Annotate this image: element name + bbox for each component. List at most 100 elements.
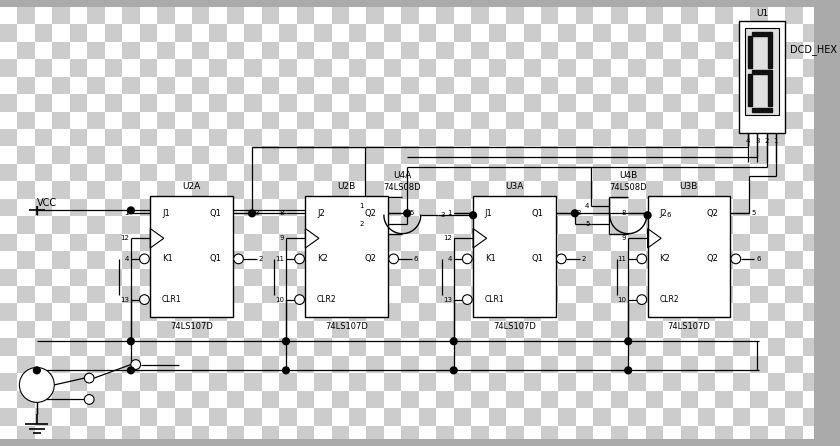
Bar (628, 164, 646, 182)
Bar (384, 77, 402, 94)
Bar (768, 356, 785, 373)
Bar (87, 7, 105, 24)
Bar (122, 7, 139, 24)
Bar (716, 59, 733, 77)
Bar (157, 268, 175, 286)
Bar (87, 268, 105, 286)
Bar (750, 199, 768, 216)
Bar (87, 391, 105, 408)
Bar (279, 321, 297, 339)
Bar (576, 216, 593, 234)
Bar (87, 303, 105, 321)
Bar (402, 59, 419, 77)
Bar (105, 182, 122, 199)
Bar (35, 339, 52, 356)
Bar (454, 425, 471, 443)
Bar (384, 286, 402, 303)
Bar (332, 216, 349, 234)
Bar (680, 146, 698, 164)
Bar (419, 303, 436, 321)
Text: 74LS08D: 74LS08D (384, 182, 421, 192)
Bar (227, 339, 244, 356)
Bar (0, 268, 18, 286)
Bar (52, 199, 70, 216)
Bar (611, 234, 628, 251)
Bar (716, 77, 733, 94)
Bar (523, 356, 541, 373)
Bar (192, 59, 209, 77)
Bar (297, 7, 314, 24)
Bar (0, 391, 18, 408)
Bar (471, 425, 489, 443)
Bar (52, 59, 70, 77)
Bar (262, 251, 279, 268)
Bar (593, 7, 611, 24)
Bar (785, 286, 803, 303)
Bar (122, 391, 139, 408)
Bar (157, 251, 175, 268)
Bar (803, 199, 820, 216)
Bar (297, 303, 314, 321)
Bar (70, 216, 87, 234)
Bar (18, 112, 35, 129)
Bar (227, 373, 244, 391)
Bar (803, 234, 820, 251)
Bar (559, 112, 576, 129)
Text: 2: 2 (581, 256, 586, 262)
Bar (279, 199, 297, 216)
Bar (523, 408, 541, 425)
Bar (18, 251, 35, 268)
Bar (18, 216, 35, 234)
Bar (576, 373, 593, 391)
Bar (0, 129, 18, 146)
Bar (227, 443, 244, 446)
Bar (750, 146, 768, 164)
Bar (314, 77, 332, 94)
Bar (87, 234, 105, 251)
Bar (559, 268, 576, 286)
Bar (506, 408, 523, 425)
Bar (803, 42, 820, 59)
Bar (785, 356, 803, 373)
Bar (139, 24, 157, 42)
Bar (628, 373, 646, 391)
Bar (628, 94, 646, 112)
Bar (297, 164, 314, 182)
Bar (785, 443, 803, 446)
Bar (366, 391, 384, 408)
Bar (366, 303, 384, 321)
Bar (611, 408, 628, 425)
Bar (279, 391, 297, 408)
Text: CLR2: CLR2 (659, 295, 679, 304)
Bar (18, 234, 35, 251)
Bar (803, 59, 820, 77)
Bar (628, 182, 646, 199)
Bar (541, 303, 559, 321)
Bar (559, 94, 576, 112)
Bar (279, 7, 297, 24)
Bar (139, 164, 157, 182)
Bar (18, 286, 35, 303)
Bar (750, 94, 768, 112)
Bar (175, 182, 192, 199)
Bar (489, 24, 506, 42)
Bar (820, 303, 837, 321)
Bar (105, 234, 122, 251)
Circle shape (625, 338, 632, 345)
Bar (314, 94, 332, 112)
Bar (366, 408, 384, 425)
Bar (436, 216, 454, 234)
Bar (262, 391, 279, 408)
Bar (35, 356, 52, 373)
Bar (105, 164, 122, 182)
Bar (541, 164, 559, 182)
Bar (0, 339, 18, 356)
Text: J1: J1 (162, 209, 170, 218)
Bar (436, 286, 454, 303)
Bar (332, 199, 349, 216)
Bar (332, 146, 349, 164)
Text: 2: 2 (259, 256, 263, 262)
Bar (506, 94, 523, 112)
Bar (803, 129, 820, 146)
Bar (35, 182, 52, 199)
